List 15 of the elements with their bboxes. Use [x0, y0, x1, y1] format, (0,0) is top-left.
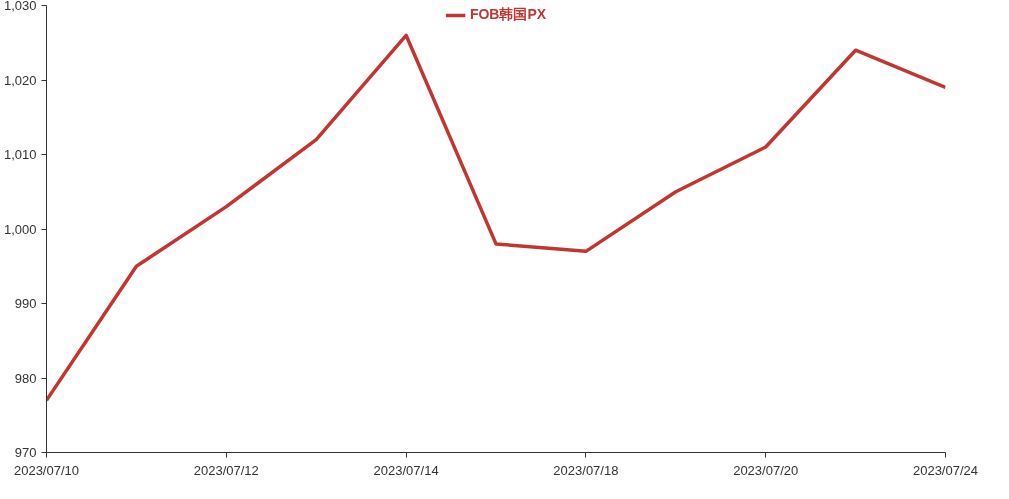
- line-series: [46, 33, 946, 403]
- x-tick-label: 2023/07/18: [553, 462, 619, 478]
- x-tick-label: 2023/07/24: [912, 462, 979, 478]
- y-tick-label: 1,010: [3, 147, 37, 162]
- y-tick-label: 990: [14, 296, 37, 311]
- x-tick-label: 2023/07/10: [13, 462, 80, 478]
- x-tick-label: 2023/07/12: [193, 462, 259, 478]
- legend-label: FOB韩国PX: [469, 6, 547, 24]
- x-tick-label: 2023/07/20: [733, 462, 799, 478]
- y-tick-label: 980: [14, 370, 37, 386]
- y-tick-label: 970: [14, 445, 37, 460]
- y-tick-label: 1,020: [3, 72, 37, 88]
- x-tick-label: 2023/07/14: [373, 462, 439, 478]
- y-tick-label: 1,000: [3, 221, 37, 237]
- y-tick-label: 1,030: [3, 0, 37, 13]
